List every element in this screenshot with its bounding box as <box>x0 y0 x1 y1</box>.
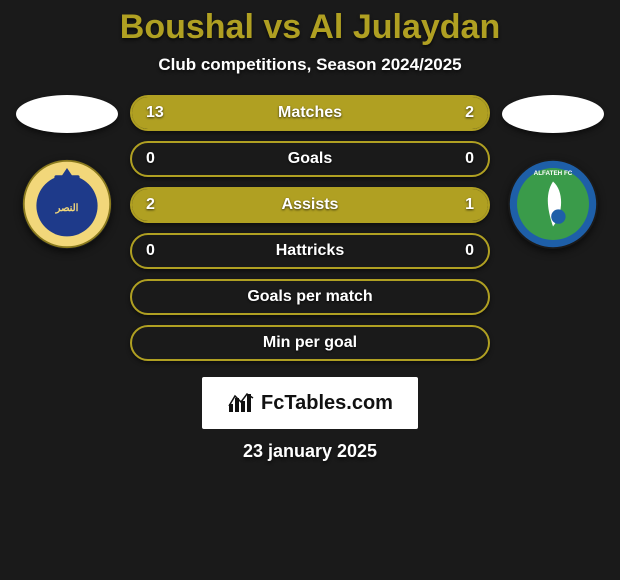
stat-value-right: 1 <box>465 196 474 214</box>
stat-bar-assists: 2 1 Assists <box>130 187 490 223</box>
stat-value-left: 0 <box>146 242 155 260</box>
page-title: Boushal vs Al Julaydan <box>0 8 620 47</box>
stat-value-right: 0 <box>465 150 474 168</box>
stat-value-left: 0 <box>146 150 155 168</box>
comparison-card: Boushal vs Al Julaydan Club competitions… <box>0 0 620 462</box>
stat-value-right: 0 <box>465 242 474 260</box>
stat-label: Goals per match <box>247 288 372 306</box>
left-flag-placeholder <box>16 95 118 133</box>
svg-text:ALFATEH FC: ALFATEH FC <box>534 170 573 177</box>
brand-badge: FcTables.com <box>202 377 418 429</box>
svg-text:النصر: النصر <box>55 203 79 214</box>
stat-value-right: 2 <box>465 104 474 122</box>
left-club-logo: النصر <box>22 159 112 249</box>
title-vs: vs <box>263 8 301 46</box>
main-row: النصر 13 2 Matches 0 0 Goals 2 1 Assists 0 0 Hattri… <box>0 95 620 361</box>
stats-column: 13 2 Matches 0 0 Goals 2 1 Assists 0 0 Hattricks Goa… <box>130 95 490 361</box>
player-right-name: Al Julaydan <box>309 8 500 46</box>
right-club-logo: ALFATEH FC <box>508 159 598 249</box>
stat-value-left: 2 <box>146 196 155 214</box>
stat-bar-min-per-goal: Min per goal <box>130 325 490 361</box>
stat-value-left: 13 <box>146 104 164 122</box>
stat-label: Hattricks <box>276 242 344 260</box>
chart-icon <box>227 392 255 414</box>
stat-label: Assists <box>282 196 339 214</box>
stat-bar-matches: 13 2 Matches <box>130 95 490 131</box>
stat-label: Matches <box>278 104 342 122</box>
left-column: النصر <box>12 95 122 249</box>
player-left-name: Boushal <box>120 8 254 46</box>
subtitle: Club competitions, Season 2024/2025 <box>0 55 620 75</box>
stat-bar-goals-per-match: Goals per match <box>130 279 490 315</box>
right-flag-placeholder <box>502 95 604 133</box>
right-column: ALFATEH FC <box>498 95 608 249</box>
date-label: 23 january 2025 <box>0 441 620 462</box>
brand-text: FcTables.com <box>261 392 393 415</box>
stat-bar-goals: 0 0 Goals <box>130 141 490 177</box>
stat-label: Goals <box>288 150 332 168</box>
stat-label: Min per goal <box>263 334 357 352</box>
stat-bar-hattricks: 0 0 Hattricks <box>130 233 490 269</box>
